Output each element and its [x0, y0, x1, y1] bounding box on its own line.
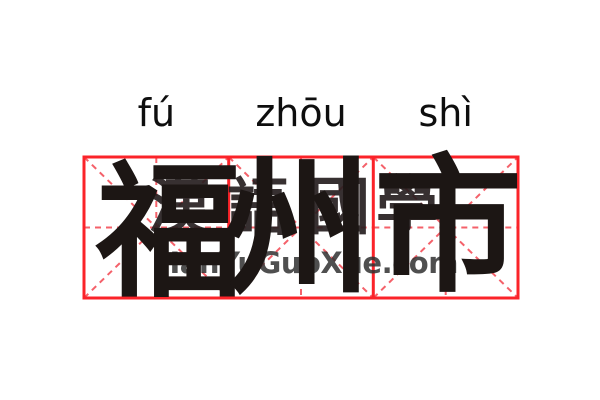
pinyin-syllable-3: shì	[418, 91, 473, 135]
pinyin-row: fú zhōu shì	[84, 91, 518, 137]
watermark-cjk-char-2: 語	[227, 171, 290, 244]
pinyin-syllable-1: fú	[137, 91, 176, 135]
hanzi-char-3: 市	[374, 139, 522, 313]
grid-guide-lines	[83, 156, 519, 299]
watermark-cjk-char-1: 漢	[148, 170, 211, 243]
pinyin-syllable-2: zhōu	[255, 91, 347, 135]
grid-frame-lines	[82, 155, 520, 300]
watermark-cjk-char-4: 學	[376, 168, 439, 241]
hanzi-char-1: 福	[96, 147, 242, 318]
watermark-cjk-char-3: 國	[308, 170, 371, 243]
hanzi-char-2: 州	[224, 141, 372, 315]
watermark-domain-text: HanYuGuoXue.com	[156, 246, 458, 280]
